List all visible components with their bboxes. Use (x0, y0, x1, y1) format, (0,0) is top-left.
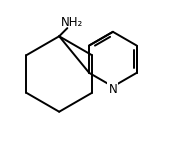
Text: NH₂: NH₂ (61, 16, 83, 29)
Text: N: N (108, 83, 117, 96)
Text: N: N (108, 83, 117, 96)
